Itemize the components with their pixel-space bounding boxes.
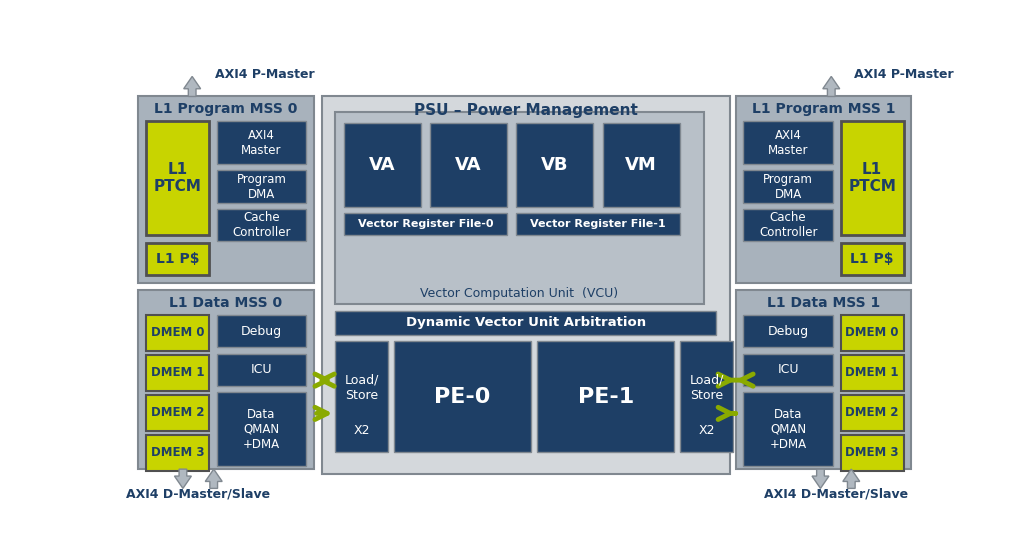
Bar (841, 355, 903, 391)
Text: X2: X2 (698, 423, 715, 437)
Text: X2: X2 (353, 423, 370, 437)
Text: Vector Register File-1: Vector Register File-1 (530, 220, 666, 229)
FancyArrow shape (183, 76, 201, 96)
Bar (743, 170, 833, 203)
Bar (217, 170, 306, 203)
Bar (841, 242, 903, 275)
Bar (538, 341, 674, 452)
Text: L1 Program MSS 1: L1 Program MSS 1 (752, 102, 895, 116)
Text: Dynamic Vector Unit Arbitration: Dynamic Vector Unit Arbitration (406, 316, 646, 329)
Text: L1 Data MSS 0: L1 Data MSS 0 (170, 296, 283, 310)
Text: DMEM 1: DMEM 1 (846, 366, 899, 379)
Text: ICU: ICU (777, 363, 799, 376)
Text: Cache
Controller: Cache Controller (232, 211, 291, 239)
Text: AXI4
Master: AXI4 Master (768, 129, 808, 157)
Text: DMEM 0: DMEM 0 (151, 326, 204, 339)
Bar (743, 354, 833, 386)
Bar (217, 354, 306, 386)
Bar (736, 96, 911, 283)
Bar (841, 315, 903, 351)
FancyArrow shape (205, 469, 222, 488)
Text: Vector Register File-0: Vector Register File-0 (357, 220, 494, 229)
Bar (146, 435, 209, 470)
Text: DMEM 3: DMEM 3 (151, 446, 204, 459)
Text: L1 P$: L1 P$ (156, 252, 200, 266)
Text: VB: VB (541, 156, 568, 174)
Bar (146, 242, 209, 275)
Bar (430, 123, 507, 207)
Bar (516, 123, 593, 207)
FancyArrow shape (812, 469, 829, 488)
Bar (217, 392, 306, 466)
Text: VA: VA (369, 156, 395, 174)
Text: Cache
Controller: Cache Controller (759, 211, 817, 239)
FancyArrow shape (174, 469, 191, 488)
Bar (680, 341, 733, 452)
Bar (138, 291, 313, 469)
Bar (743, 315, 833, 347)
Bar (217, 121, 306, 164)
Text: L1 Data MSS 1: L1 Data MSS 1 (767, 296, 881, 310)
Bar (146, 355, 209, 391)
Text: DMEM 0: DMEM 0 (846, 326, 899, 339)
Text: VA: VA (456, 156, 482, 174)
FancyArrow shape (823, 76, 840, 96)
Text: Debug: Debug (768, 325, 809, 338)
Bar (841, 121, 903, 235)
Bar (322, 96, 730, 474)
Text: ICU: ICU (251, 363, 272, 376)
Bar (146, 395, 209, 431)
Text: Load/
Store: Load/ Store (344, 374, 379, 402)
Bar (394, 341, 531, 452)
Text: PE-0: PE-0 (434, 387, 490, 407)
Text: AXI4
Master: AXI4 Master (242, 129, 282, 157)
Bar (217, 209, 306, 241)
Text: Debug: Debug (241, 325, 282, 338)
Text: AXI4 D-Master/Slave: AXI4 D-Master/Slave (764, 487, 908, 500)
Text: Data
QMAN
+DMA: Data QMAN +DMA (243, 408, 280, 451)
Bar (146, 121, 209, 235)
Bar (743, 209, 833, 241)
Bar (138, 96, 313, 283)
Text: Load/
Store: Load/ Store (689, 374, 724, 402)
Text: Program
DMA: Program DMA (237, 172, 287, 200)
Bar (841, 395, 903, 431)
Bar (336, 341, 388, 452)
Text: Vector Computation Unit  (VCU): Vector Computation Unit (VCU) (420, 287, 618, 300)
Text: DMEM 3: DMEM 3 (846, 446, 899, 459)
Text: PSU – Power Management: PSU – Power Management (414, 103, 638, 118)
Bar (335, 112, 705, 304)
Text: L1 P$: L1 P$ (850, 252, 894, 266)
Text: PE-1: PE-1 (578, 387, 634, 407)
Bar (516, 213, 680, 235)
Bar (336, 310, 716, 335)
Text: L1
PTCM: L1 PTCM (848, 162, 896, 194)
Bar (841, 435, 903, 470)
FancyArrow shape (843, 469, 860, 488)
Bar (743, 392, 833, 466)
Text: DMEM 2: DMEM 2 (151, 407, 204, 419)
Text: DMEM 2: DMEM 2 (846, 407, 899, 419)
Text: Data
QMAN
+DMA: Data QMAN +DMA (770, 408, 807, 451)
Text: L1 Program MSS 0: L1 Program MSS 0 (155, 102, 298, 116)
Bar (146, 315, 209, 351)
Text: AXI4 P-Master: AXI4 P-Master (854, 68, 954, 81)
Bar (344, 123, 421, 207)
Text: Program
DMA: Program DMA (763, 172, 813, 200)
Text: DMEM 1: DMEM 1 (151, 366, 204, 379)
Bar (743, 121, 833, 164)
Bar (344, 213, 507, 235)
Bar (217, 315, 306, 347)
Bar (736, 291, 911, 469)
Text: L1
PTCM: L1 PTCM (154, 162, 202, 194)
Bar (602, 123, 680, 207)
Text: VM: VM (626, 156, 657, 174)
Text: AXI4 D-Master/Slave: AXI4 D-Master/Slave (126, 487, 270, 500)
Text: AXI4 P-Master: AXI4 P-Master (215, 68, 315, 81)
